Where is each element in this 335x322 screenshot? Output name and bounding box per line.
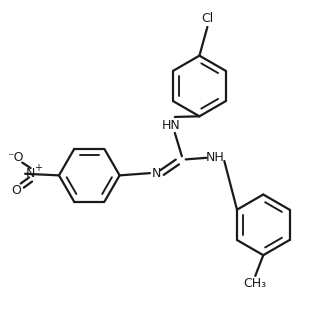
Text: Cl: Cl xyxy=(201,13,213,25)
Text: ⁻O: ⁻O xyxy=(8,151,24,164)
Text: N: N xyxy=(26,167,35,180)
Text: CH₃: CH₃ xyxy=(244,277,267,290)
Text: +: + xyxy=(34,163,42,173)
Text: NH: NH xyxy=(206,151,225,164)
Text: O: O xyxy=(11,184,21,197)
Text: HN: HN xyxy=(161,119,180,132)
Text: N: N xyxy=(152,166,161,180)
